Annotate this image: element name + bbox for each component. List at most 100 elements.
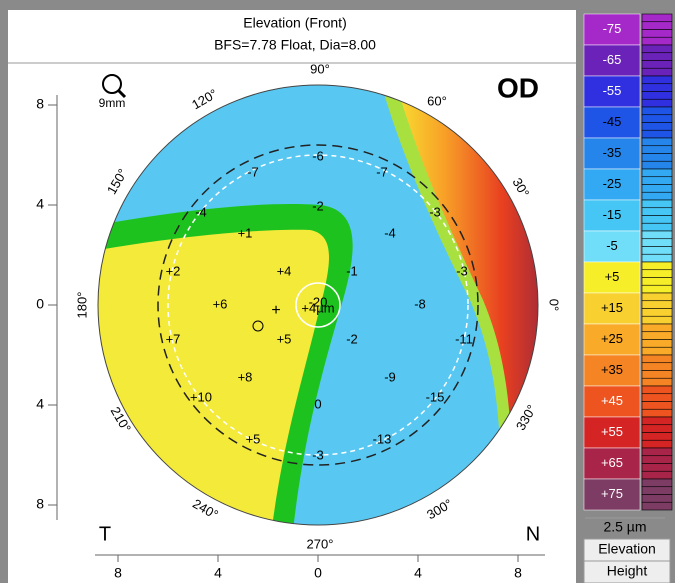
scale-label: -55 bbox=[603, 83, 622, 98]
scale-substep bbox=[641, 13, 673, 23]
map-value: +5 bbox=[277, 331, 292, 346]
scale-substep bbox=[641, 478, 673, 488]
map-value: +4 bbox=[277, 263, 292, 278]
scale-label: +55 bbox=[601, 424, 623, 439]
scale-substep bbox=[641, 346, 673, 356]
scale-label: -35 bbox=[603, 145, 622, 160]
map-value: -2 bbox=[346, 331, 358, 346]
scale-substep bbox=[641, 424, 673, 433]
scale-substep bbox=[641, 339, 673, 348]
scale-substep bbox=[641, 432, 673, 441]
scale-substep bbox=[641, 176, 673, 185]
scale-swatch bbox=[583, 385, 641, 418]
angle-label: 60° bbox=[427, 93, 447, 108]
map-value: +2 bbox=[166, 263, 181, 278]
scale-label: +15 bbox=[601, 300, 623, 315]
map-value: -7 bbox=[376, 164, 388, 179]
scale-kind: Height bbox=[607, 563, 648, 579]
scale-substep bbox=[641, 284, 673, 294]
scale-substep bbox=[641, 401, 673, 410]
scale-substep bbox=[641, 385, 673, 395]
map-value: -2 bbox=[312, 198, 324, 213]
scale-swatch bbox=[583, 137, 641, 170]
scale-substep bbox=[641, 292, 673, 302]
scale-substep bbox=[641, 439, 673, 449]
map-value: -15 bbox=[426, 389, 445, 404]
map-value: +7 bbox=[166, 331, 181, 346]
scale-substep bbox=[641, 308, 673, 317]
scale-step: 2.5 µm bbox=[603, 519, 646, 535]
angle-label: 90° bbox=[310, 61, 330, 76]
scale-substep bbox=[641, 416, 673, 426]
scale-substep bbox=[641, 377, 673, 387]
scale-swatch bbox=[583, 168, 641, 201]
map-value: -11 bbox=[455, 331, 473, 346]
scale-label: +5 bbox=[605, 269, 620, 284]
map-outline bbox=[97, 84, 539, 526]
corner-label: N bbox=[526, 523, 540, 545]
scale-substep bbox=[641, 486, 673, 495]
map-value: -13 bbox=[373, 431, 392, 446]
scale-label: -45 bbox=[603, 114, 622, 129]
scale-swatch bbox=[583, 354, 641, 387]
title: Elevation (Front) bbox=[243, 15, 346, 31]
map-value: -3 bbox=[429, 204, 441, 219]
scale-swatch bbox=[583, 13, 641, 46]
scale-substep bbox=[641, 106, 673, 116]
scale-label: +25 bbox=[601, 331, 623, 346]
scale-substep bbox=[641, 253, 673, 263]
apex-marker: + bbox=[271, 302, 280, 319]
scale-mode: Elevation bbox=[598, 541, 656, 557]
scale-substep bbox=[641, 315, 673, 325]
scale-label: -15 bbox=[603, 207, 622, 222]
scale-swatch bbox=[583, 478, 641, 511]
map-value: -4 bbox=[195, 204, 207, 219]
scale-substep bbox=[641, 75, 673, 85]
map-value: -1 bbox=[346, 263, 358, 278]
scale-label: +35 bbox=[601, 362, 623, 377]
scale-substep bbox=[641, 44, 673, 54]
scale-substep bbox=[641, 91, 673, 100]
map-value: -4 bbox=[384, 225, 396, 240]
scale-substep bbox=[641, 277, 673, 286]
scale-substep bbox=[641, 52, 673, 61]
map-value: +1 bbox=[238, 225, 253, 240]
map-value: -3 bbox=[456, 263, 468, 278]
center-value: +4µm bbox=[301, 300, 334, 315]
corner-label: T bbox=[99, 523, 111, 545]
scale-swatch bbox=[583, 44, 641, 77]
scale-label: +45 bbox=[601, 393, 623, 408]
scale-substep bbox=[641, 455, 673, 464]
scale-label: -25 bbox=[603, 176, 622, 191]
scale-substep bbox=[641, 362, 673, 371]
scale-swatch bbox=[583, 230, 641, 263]
map-value: -8 bbox=[414, 296, 426, 311]
scale-substep bbox=[641, 199, 673, 209]
scale-substep bbox=[641, 153, 673, 162]
scale-swatch bbox=[583, 447, 641, 480]
scale-substep bbox=[641, 494, 673, 503]
zoom-icon bbox=[102, 74, 122, 94]
scale-substep bbox=[641, 67, 673, 77]
y-tick-label: 8 bbox=[36, 96, 44, 112]
center-value: -20 bbox=[309, 294, 328, 309]
zone-circle bbox=[157, 144, 479, 466]
map-value: -6 bbox=[312, 148, 324, 163]
scale-label: -65 bbox=[603, 52, 622, 67]
y-tick-label: 4 bbox=[36, 196, 44, 212]
scale-swatch bbox=[583, 199, 641, 232]
scale-swatch bbox=[583, 261, 641, 294]
x-tick-label: 8 bbox=[114, 565, 122, 581]
map-value: -3 bbox=[312, 447, 324, 462]
scale-substep bbox=[641, 393, 673, 402]
scale-substep bbox=[641, 122, 673, 131]
pupil-center bbox=[252, 320, 264, 332]
scale-substep bbox=[641, 207, 673, 216]
scale-substep bbox=[641, 269, 673, 278]
subtitle: BFS=7.78 Float, Dia=8.00 bbox=[214, 37, 376, 53]
scale-substep bbox=[641, 230, 673, 240]
scale-substep bbox=[641, 215, 673, 224]
scale-substep bbox=[641, 501, 673, 511]
scale-substep bbox=[641, 408, 673, 418]
